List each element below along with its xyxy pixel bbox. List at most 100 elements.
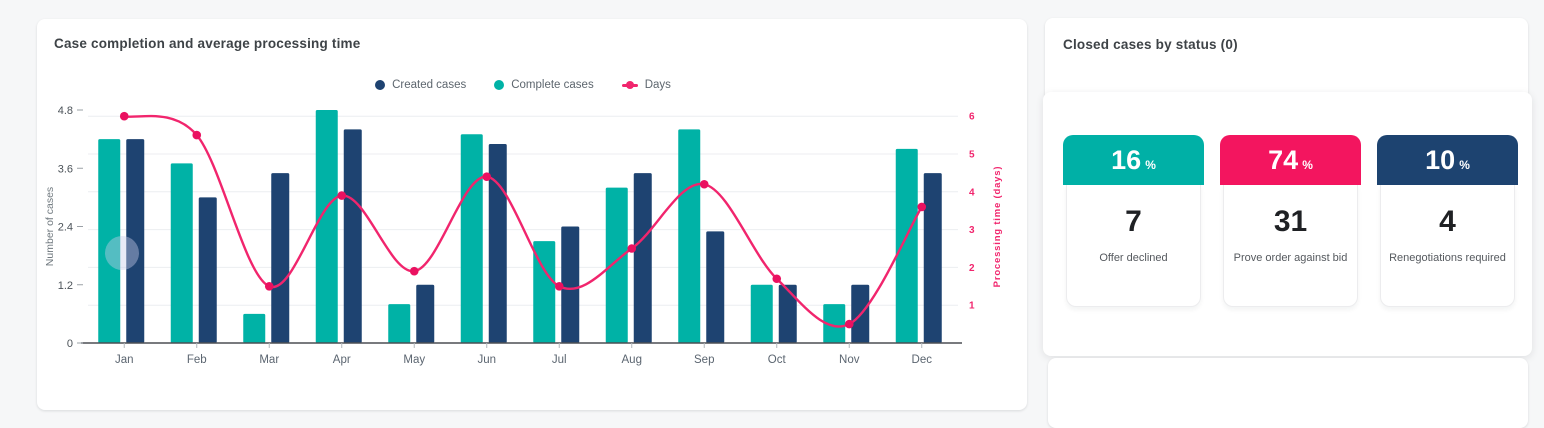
right-axis-label: 4 xyxy=(969,187,975,198)
x-axis-label: Dec xyxy=(912,354,933,366)
legend-dot-icon xyxy=(494,80,505,90)
legend-label: Days xyxy=(644,79,671,91)
bar-created-cases-jun[interactable] xyxy=(488,143,507,343)
status-percent: 74 xyxy=(1268,145,1299,175)
status-count: 31 xyxy=(1273,205,1308,238)
x-axis-label: Jul xyxy=(552,354,567,366)
status-card-renegotiations-required[interactable]: 10 % 4 Renegotiations required xyxy=(1377,135,1518,307)
days-point-jul[interactable] xyxy=(554,282,564,291)
bar-complete-cases-apr[interactable] xyxy=(315,110,338,343)
y-axis-label: 0 xyxy=(67,338,73,350)
days-point-nov[interactable] xyxy=(844,319,854,329)
legend-line-dot-icon xyxy=(621,81,638,89)
y-axis-label: 4.8 xyxy=(58,105,73,117)
bar-complete-cases-feb[interactable] xyxy=(170,163,193,343)
status-count: 7 xyxy=(1125,205,1142,238)
x-axis-label: Mar xyxy=(259,354,279,366)
hover-highlight xyxy=(105,236,139,270)
status-body: 7 Offer declined xyxy=(1066,185,1201,307)
right-axis-label: 6 xyxy=(969,112,975,123)
percent-sign: % xyxy=(1302,158,1313,172)
status-body: 31 Prove order against bid xyxy=(1223,185,1358,307)
status-label: Prove order against bid xyxy=(1233,252,1348,264)
days-point-jan[interactable] xyxy=(119,111,129,121)
percent-sign: % xyxy=(1459,158,1470,172)
status-label: Offer declined xyxy=(1099,252,1168,264)
legend-item-complete-cases[interactable]: Complete cases xyxy=(494,79,594,91)
x-axis-label: Jan xyxy=(115,354,134,366)
bar-created-cases-oct[interactable] xyxy=(778,284,797,343)
days-point-jun[interactable] xyxy=(482,172,492,181)
days-point-dec[interactable] xyxy=(917,202,927,212)
days-point-sep[interactable] xyxy=(699,179,709,189)
status-percent: 16 xyxy=(1111,145,1142,175)
legend-item-created-cases[interactable]: Created cases xyxy=(375,79,466,91)
chart-legend: Created cases Complete cases Days xyxy=(88,79,958,91)
bar-complete-cases-sep[interactable] xyxy=(678,129,701,343)
legend-label: Complete cases xyxy=(511,79,594,91)
y-axis-title: Number of cases xyxy=(44,187,56,266)
x-axis-label: Feb xyxy=(187,354,207,366)
y-axis-label: 2.4 xyxy=(58,222,73,234)
right-axis-title: Processing time (days) xyxy=(992,166,1003,288)
chart-widget: Case completion and average processing t… xyxy=(37,19,1027,410)
x-axis-label: Nov xyxy=(839,354,860,366)
status-count: 4 xyxy=(1439,205,1456,238)
status-percent: 10 xyxy=(1425,145,1456,175)
status-widget-header: Closed cases by status (0) xyxy=(1045,18,1528,102)
status-percent-header: 16 % xyxy=(1063,135,1204,185)
days-point-feb[interactable] xyxy=(192,130,202,140)
bar-complete-cases-mar[interactable] xyxy=(243,313,266,343)
days-point-oct[interactable] xyxy=(772,274,782,284)
x-axis-label: Oct xyxy=(768,354,787,366)
bar-complete-cases-may[interactable] xyxy=(388,304,411,343)
status-label: Renegotiations required xyxy=(1389,252,1506,264)
status-percent-header: 10 % xyxy=(1377,135,1518,185)
status-title: Closed cases by status (0) xyxy=(1063,37,1238,52)
bar-complete-cases-jun[interactable] xyxy=(460,134,483,343)
bar-created-cases-feb[interactable] xyxy=(198,197,217,343)
status-card-offer-declined[interactable]: 16 % 7 Offer declined xyxy=(1063,135,1204,307)
bar-complete-cases-nov[interactable] xyxy=(823,304,846,343)
bar-complete-cases-dec[interactable] xyxy=(895,148,918,343)
x-axis-label: May xyxy=(403,354,425,366)
chart-title: Case completion and average processing t… xyxy=(54,36,361,51)
status-body: 4 Renegotiations required xyxy=(1380,185,1515,307)
bar-created-cases-apr[interactable] xyxy=(343,129,362,343)
legend-label: Created cases xyxy=(392,79,467,91)
legend-item-days[interactable]: Days xyxy=(621,79,671,91)
x-axis-label: Jun xyxy=(477,354,496,366)
bar-created-cases-mar[interactable] xyxy=(271,173,290,343)
status-card-prove-order-against-bid[interactable]: 74 % 31 Prove order against bid xyxy=(1220,135,1361,307)
y-axis-label: 1.2 xyxy=(58,280,73,292)
days-point-mar[interactable] xyxy=(264,282,274,291)
right-axis-label: 2 xyxy=(969,263,975,274)
days-point-apr[interactable] xyxy=(337,191,347,200)
bar-complete-cases-jan[interactable] xyxy=(98,139,121,343)
next-widget-partial xyxy=(1048,358,1528,428)
status-panel: 16 % 7 Offer declined 74 % 31 Prove orde… xyxy=(1043,92,1532,356)
x-axis-label: Apr xyxy=(333,354,351,366)
bar-created-cases-sep[interactable] xyxy=(706,231,725,343)
bar-created-cases-aug[interactable] xyxy=(633,173,652,343)
combo-chart: Jan Feb Mar Apr May Jun Jul Aug Sep Oct Nov Dec 0 1.2… xyxy=(44,105,1003,366)
bar-created-cases-jan[interactable] xyxy=(126,139,145,343)
status-percent-header: 74 % xyxy=(1220,135,1361,185)
bar-created-cases-dec[interactable] xyxy=(923,173,942,343)
right-axis-label: 5 xyxy=(969,150,975,161)
days-point-may[interactable] xyxy=(409,266,419,276)
bar-created-cases-may[interactable] xyxy=(416,284,435,343)
bar-complete-cases-jul[interactable] xyxy=(533,241,556,343)
y-axis-label: 3.6 xyxy=(58,163,73,175)
x-axis-label: Aug xyxy=(622,354,642,366)
percent-sign: % xyxy=(1145,158,1156,172)
right-axis-label: 1 xyxy=(969,301,975,312)
days-point-aug[interactable] xyxy=(627,244,637,253)
days-line xyxy=(123,114,923,328)
bar-complete-cases-oct[interactable] xyxy=(750,284,773,343)
x-axis-label: Sep xyxy=(694,354,714,366)
bar-complete-cases-aug[interactable] xyxy=(605,187,628,343)
bar-created-cases-jul[interactable] xyxy=(561,226,580,344)
legend-dot-icon xyxy=(375,80,386,90)
right-axis-label: 3 xyxy=(969,225,975,236)
